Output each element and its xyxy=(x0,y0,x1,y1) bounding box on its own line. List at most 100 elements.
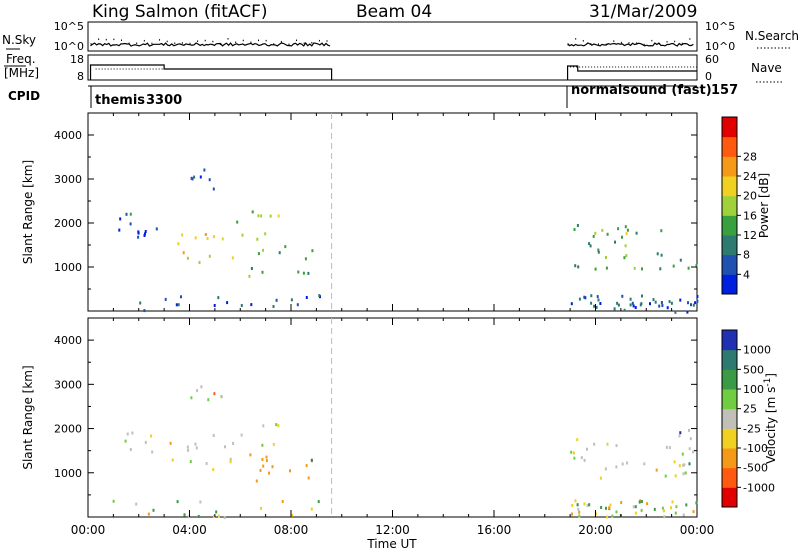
nsearch-point xyxy=(273,43,275,45)
data-cell xyxy=(196,389,199,393)
nave-tick-top: 60 xyxy=(705,53,719,66)
data-cell xyxy=(611,514,614,518)
data-cell xyxy=(186,445,189,449)
data-cell xyxy=(688,428,690,432)
data-cell xyxy=(638,500,641,504)
colorbar-label-end: ] xyxy=(764,373,778,378)
data-cell xyxy=(655,468,658,472)
nsearch-point xyxy=(288,43,290,46)
data-cell xyxy=(606,232,609,236)
data-cell xyxy=(663,515,666,519)
y-tick-label: 4000 xyxy=(54,334,82,347)
data-cell xyxy=(688,447,691,451)
colorbar-segment xyxy=(722,215,737,236)
data-cell xyxy=(577,507,580,511)
data-cell xyxy=(176,500,179,504)
x-tick-labels: 00:00 04:00 08:00 12:00 16:00 20:00 00:00 xyxy=(71,523,715,537)
data-cell xyxy=(615,510,618,514)
data-cell xyxy=(624,244,627,248)
data-cell xyxy=(658,304,661,308)
nsearch-point xyxy=(258,39,260,42)
data-cell xyxy=(226,301,229,305)
nsearch-point xyxy=(613,40,615,42)
x-tick-label: 08:00 xyxy=(274,523,309,537)
data-cell xyxy=(203,168,206,172)
data-cell xyxy=(305,464,308,468)
data-cell xyxy=(696,299,699,303)
data-cell xyxy=(692,303,695,307)
colorbar-tick-label: 100 xyxy=(743,383,764,396)
nsky-traces xyxy=(90,38,694,47)
data-cell xyxy=(181,233,184,237)
data-cell xyxy=(265,455,268,459)
data-cell xyxy=(129,448,132,451)
data-cell xyxy=(119,217,122,221)
data-cell xyxy=(217,296,220,300)
x-tick-label: 12:00 xyxy=(375,523,410,537)
data-cell xyxy=(205,462,208,465)
data-cell xyxy=(593,304,596,308)
colorbar-segment xyxy=(722,330,737,351)
data-cell xyxy=(588,503,591,507)
data-cell xyxy=(284,245,287,249)
data-cell xyxy=(621,235,623,239)
data-cell xyxy=(297,270,300,274)
colorbar-segment xyxy=(722,448,737,469)
data-cell xyxy=(620,501,623,504)
data-cell xyxy=(653,507,656,511)
data-cell xyxy=(661,506,664,510)
data-cell xyxy=(605,266,608,270)
data-cell xyxy=(679,431,682,435)
data-cell xyxy=(583,502,586,506)
colorbar-segment xyxy=(722,487,737,508)
nsearch-point xyxy=(643,43,645,46)
data-cell xyxy=(232,441,235,445)
data-cell xyxy=(310,507,313,511)
data-cell xyxy=(304,257,307,261)
nsearch-point xyxy=(204,39,206,42)
data-cell xyxy=(150,434,153,438)
nsearch-point xyxy=(235,41,237,44)
data-cell xyxy=(679,258,682,262)
data-cell xyxy=(277,214,280,218)
data-cell xyxy=(175,303,178,307)
data-cell xyxy=(686,310,689,314)
nsearch-point xyxy=(681,42,683,45)
colorbar-segment xyxy=(722,117,737,138)
data-cell xyxy=(277,424,280,428)
data-cell xyxy=(687,301,689,305)
data-cell xyxy=(257,252,260,256)
data-cell xyxy=(689,437,692,441)
data-cell xyxy=(289,469,291,473)
data-cell xyxy=(624,225,627,229)
data-cell xyxy=(664,474,667,478)
data-cell xyxy=(580,456,583,460)
plot-frame xyxy=(87,112,698,312)
nsearch-point xyxy=(189,42,191,45)
data-cell xyxy=(269,214,272,218)
nsky-tick-bottom: 10^0 xyxy=(54,40,84,53)
data-cell xyxy=(135,502,138,506)
colorbar-frame xyxy=(721,329,738,508)
data-cell xyxy=(617,303,620,307)
data-cell xyxy=(626,228,629,232)
data-cell xyxy=(261,443,264,447)
data-cell xyxy=(589,244,592,248)
data-cell xyxy=(678,434,681,438)
data-cell xyxy=(682,463,685,467)
data-cell xyxy=(212,434,215,437)
data-cell xyxy=(240,433,243,437)
data-cell xyxy=(632,505,635,509)
data-cell xyxy=(147,512,150,516)
data-cell xyxy=(615,444,618,448)
data-cell xyxy=(221,237,224,241)
data-cell xyxy=(684,471,687,475)
data-cell xyxy=(593,442,596,446)
data-cell xyxy=(688,462,691,466)
data-cell xyxy=(692,450,695,454)
data-cell xyxy=(661,304,664,307)
data-cell xyxy=(182,251,185,255)
data-cell xyxy=(605,506,607,510)
nsearch-point xyxy=(567,43,569,46)
